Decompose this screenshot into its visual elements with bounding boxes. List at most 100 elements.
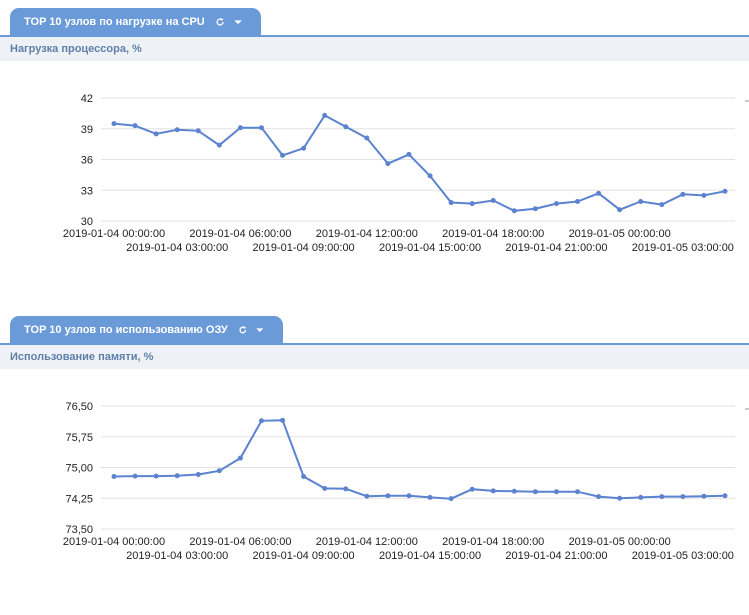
data-point[interactable]: [237, 125, 243, 131]
data-point[interactable]: [195, 471, 201, 477]
data-point[interactable]: [132, 123, 138, 129]
x-tick-label: 2019-01-05 00:00:00: [569, 536, 671, 548]
data-point[interactable]: [237, 455, 243, 461]
x-tick-label: 2019-01-04 00:00:00: [63, 228, 165, 240]
y-tick-label: 74,25: [65, 493, 93, 505]
data-point[interactable]: [111, 474, 117, 480]
caret-down-icon[interactable]: [233, 16, 243, 28]
data-point[interactable]: [280, 152, 286, 158]
y-tick-label: 75,75: [65, 432, 93, 444]
data-point[interactable]: [469, 201, 475, 207]
series-line: [113, 114, 726, 212]
data-point[interactable]: [406, 493, 412, 499]
y-tick-label: 39: [81, 124, 93, 136]
data-point[interactable]: [195, 128, 201, 134]
data-point[interactable]: [427, 494, 433, 500]
data-point[interactable]: [596, 190, 602, 196]
data-point[interactable]: [680, 494, 686, 500]
data-point[interactable]: [343, 124, 349, 130]
x-tick-label: 2019-01-04 18:00:00: [442, 228, 544, 240]
x-tick-label: 2019-01-05 03:00:00: [632, 550, 734, 562]
data-point[interactable]: [448, 496, 454, 502]
data-point[interactable]: [364, 493, 370, 499]
data-point[interactable]: [532, 489, 538, 495]
data-point[interactable]: [174, 127, 180, 133]
y-tick-label: 73,50: [65, 524, 93, 536]
data-point[interactable]: [111, 121, 117, 127]
data-point[interactable]: [322, 485, 328, 491]
refresh-icon[interactable]: [238, 324, 248, 336]
data-point[interactable]: [216, 468, 222, 474]
data-point[interactable]: [638, 199, 644, 205]
data-point[interactable]: [617, 495, 623, 501]
x-tick-label: 2019-01-04 09:00:00: [253, 550, 355, 562]
x-tick-label: 2019-01-04 21:00:00: [505, 550, 607, 562]
data-point[interactable]: [301, 474, 307, 480]
refresh-icon[interactable]: [215, 16, 225, 28]
data-point[interactable]: [617, 207, 623, 213]
data-point[interactable]: [553, 489, 559, 495]
tab-underline: [0, 35, 749, 37]
x-tick-label: 2019-01-04 21:00:00: [505, 242, 607, 254]
x-tick-label: 2019-01-04 06:00:00: [189, 228, 291, 240]
data-point[interactable]: [575, 199, 581, 205]
data-point[interactable]: [490, 198, 496, 203]
data-point[interactable]: [659, 202, 665, 208]
data-point[interactable]: [596, 494, 602, 500]
data-point[interactable]: [722, 188, 728, 194]
x-tick-label: 2019-01-04 18:00:00: [442, 536, 544, 548]
data-point[interactable]: [258, 125, 264, 131]
data-point[interactable]: [427, 173, 433, 179]
data-point[interactable]: [511, 488, 517, 494]
memory-line-chart: 73,50 74,25 75,00 75,75 76,50 2019-01-04 00:0…: [63, 401, 749, 562]
cpu-panel-tab[interactable]: TOP 10 узлов по нагрузке на CPU: [10, 8, 261, 35]
memory-panel-tab[interactable]: TOP 10 узлов по использованию ОЗУ: [10, 316, 283, 343]
y-tick-label: 36: [81, 155, 93, 167]
data-point[interactable]: [364, 135, 370, 141]
memory-panel-title: TOP 10 узлов по использованию ОЗУ: [24, 323, 228, 336]
data-point[interactable]: [659, 494, 665, 500]
cpu-chart-title: Нагрузка процессора, %: [0, 37, 749, 61]
data-point[interactable]: [722, 493, 728, 499]
cpu-panel-title: TOP 10 узлов по нагрузке на CPU: [24, 15, 205, 28]
memory-panel: TOP 10 узлов по использованию ОЗУ Исполь…: [0, 316, 749, 606]
cpu-panel: TOP 10 узлов по нагрузке на CPU Нагрузка…: [0, 8, 749, 298]
data-point[interactable]: [385, 161, 391, 167]
caret-down-icon[interactable]: [255, 324, 265, 336]
data-point[interactable]: [575, 489, 581, 495]
data-point[interactable]: [280, 417, 286, 423]
data-point[interactable]: [553, 201, 559, 207]
y-tick-label: 33: [81, 185, 93, 197]
data-point[interactable]: [153, 473, 159, 479]
data-point[interactable]: [490, 488, 496, 494]
x-tick-label: 2019-01-04 12:00:00: [316, 536, 418, 548]
data-point[interactable]: [174, 473, 180, 479]
data-point[interactable]: [216, 142, 222, 148]
memory-chart-title: Использование памяти, %: [0, 345, 749, 369]
series-line: [113, 419, 726, 500]
data-point[interactable]: [258, 418, 264, 424]
data-point[interactable]: [343, 486, 349, 492]
data-point[interactable]: [511, 208, 517, 214]
data-point[interactable]: [532, 206, 538, 212]
data-point[interactable]: [701, 493, 707, 499]
x-tick-label: 2019-01-04 09:00:00: [253, 242, 355, 254]
data-point[interactable]: [153, 131, 159, 137]
data-point[interactable]: [406, 151, 412, 157]
data-point[interactable]: [448, 200, 454, 206]
x-tick-label: 2019-01-05 03:00:00: [632, 242, 734, 254]
x-tick-label: 2019-01-04 06:00:00: [189, 536, 291, 548]
tab-underline: [0, 343, 749, 345]
y-tick-label: 42: [81, 93, 93, 105]
y-tick-label: 76,50: [65, 401, 93, 413]
data-point[interactable]: [322, 112, 328, 118]
data-point[interactable]: [385, 493, 391, 499]
data-point[interactable]: [638, 494, 644, 500]
data-point[interactable]: [301, 145, 307, 151]
data-point[interactable]: [132, 473, 138, 479]
x-tick-label: 2019-01-04 15:00:00: [379, 242, 481, 254]
data-point[interactable]: [469, 486, 475, 492]
data-point[interactable]: [701, 192, 707, 198]
data-point[interactable]: [680, 191, 686, 197]
x-tick-label: 2019-01-04 00:00:00: [63, 536, 165, 548]
